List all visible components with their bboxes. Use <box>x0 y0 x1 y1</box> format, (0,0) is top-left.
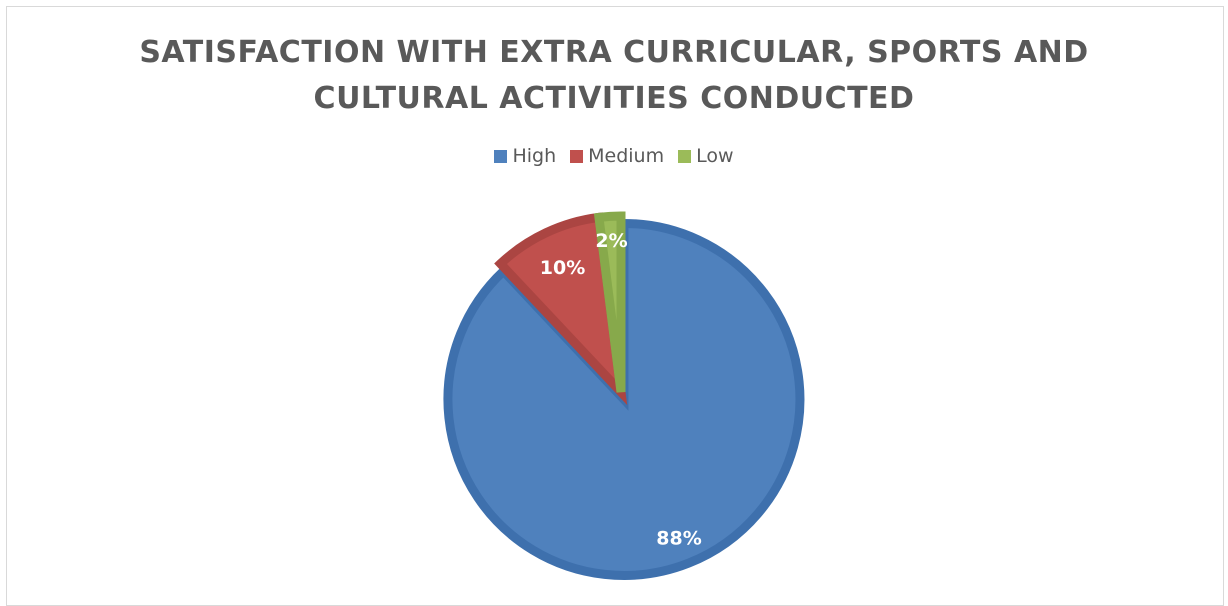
legend-entry-high: High <box>494 145 556 167</box>
legend-label-medium: Medium <box>588 145 665 167</box>
legend-swatch-high <box>494 149 508 163</box>
legend: High Medium Low <box>0 145 1228 167</box>
legend-entry-medium: Medium <box>570 145 664 167</box>
pie-slice-medium <box>494 212 628 406</box>
chart-title-line-1: SATISFACTION WITH EXTRA CURRICULAR, SPOR… <box>139 35 1089 70</box>
legend-swatch-medium <box>570 149 584 163</box>
chart-title: SATISFACTION WITH EXTRA CURRICULAR, SPOR… <box>0 30 1228 122</box>
legend-label-high: High <box>512 145 557 167</box>
pie-slice-low <box>593 211 626 393</box>
chart-title-line-2: CULTURAL ACTIVITIES CONDUCTED <box>313 81 915 116</box>
legend-swatch-low <box>678 149 692 163</box>
data-label-low: 2% <box>595 230 627 252</box>
legend-entry-low: Low <box>678 145 734 167</box>
data-label-medium: 10% <box>540 257 585 279</box>
data-label-high: 88% <box>656 528 701 550</box>
legend-label-low: Low <box>696 145 734 167</box>
pie-slice-high <box>443 218 805 580</box>
